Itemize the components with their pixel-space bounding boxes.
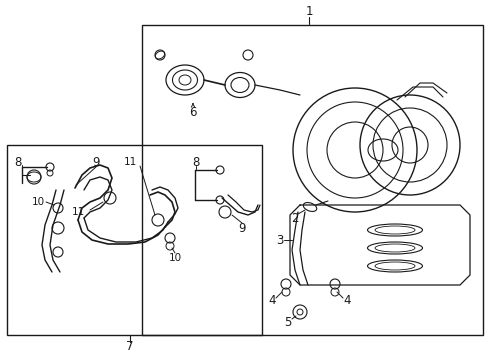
Text: 7: 7 [126, 339, 134, 352]
Text: 2: 2 [291, 212, 299, 225]
Text: 4: 4 [268, 293, 276, 306]
Text: 11: 11 [123, 157, 137, 167]
Text: 5: 5 [284, 315, 292, 328]
Text: 11: 11 [72, 207, 85, 217]
Bar [7, 145, 262, 335]
Text: 6: 6 [189, 105, 197, 118]
Text: 10: 10 [169, 253, 182, 263]
Text: 3: 3 [276, 234, 284, 247]
Bar [142, 25, 483, 335]
Text: 9: 9 [92, 156, 100, 168]
Text: 4: 4 [343, 293, 351, 306]
Text: 10: 10 [31, 197, 45, 207]
Text: 9: 9 [238, 221, 246, 234]
Text: 8: 8 [14, 156, 22, 168]
Text: 8: 8 [192, 156, 200, 168]
Text: 1: 1 [305, 5, 313, 18]
